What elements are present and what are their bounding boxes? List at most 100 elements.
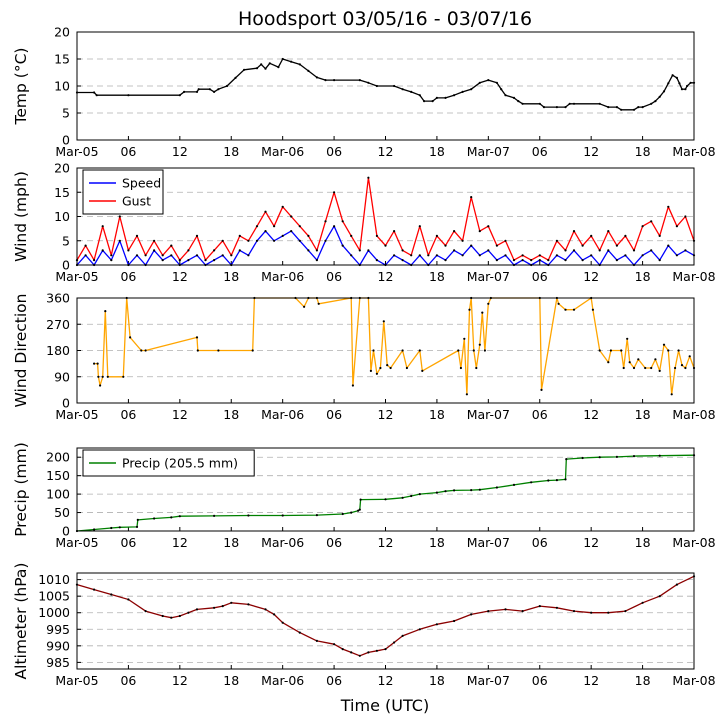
x-tick-label: 12 — [172, 407, 188, 422]
data-point — [110, 593, 113, 596]
legend: Speed Gust — [82, 169, 164, 215]
data-point — [393, 254, 396, 257]
data-point — [178, 515, 181, 518]
data-point — [393, 230, 396, 233]
data-point — [555, 254, 559, 257]
x-tick-label: Mar-06 — [261, 535, 304, 550]
data-point — [667, 82, 670, 85]
data-point — [598, 249, 601, 252]
y-axis-title: Wind (mph) — [12, 171, 30, 262]
data-point — [341, 512, 344, 516]
x-tick-label: 06 — [532, 144, 548, 159]
data-point — [93, 588, 96, 591]
data-point — [487, 225, 490, 228]
x-tick-label: 18 — [223, 269, 239, 284]
data-point — [555, 239, 559, 242]
x-tick-label: 12 — [172, 144, 188, 159]
y-tick-label: 180 — [46, 343, 70, 358]
data-point — [268, 62, 271, 65]
data-point — [382, 320, 385, 323]
data-point — [654, 358, 657, 361]
data-point — [626, 337, 629, 340]
data-point — [196, 349, 199, 352]
data-point — [465, 393, 468, 396]
data-point — [384, 648, 387, 651]
data-point — [401, 249, 404, 252]
data-point — [487, 249, 490, 252]
axes-frame — [76, 447, 695, 532]
x-tick-label: 18 — [223, 673, 239, 688]
data-point — [615, 455, 619, 458]
x-tick-label: 06 — [120, 407, 136, 422]
data-point — [598, 349, 601, 352]
data-point — [358, 508, 361, 511]
y-tick-label: 100 — [46, 487, 70, 502]
data-point — [495, 244, 498, 247]
x-tick-label: 12 — [583, 535, 599, 550]
data-point — [170, 616, 173, 619]
data-point — [359, 498, 362, 501]
data-point — [93, 259, 96, 262]
data-point — [357, 509, 360, 512]
data-point — [435, 623, 438, 626]
data-point — [281, 514, 284, 517]
data-point — [591, 308, 595, 311]
data-point — [273, 613, 276, 616]
x-tick-label: 12 — [583, 407, 599, 422]
data-point — [678, 82, 681, 85]
x-tick-label: Mar-06 — [261, 407, 304, 422]
data-point — [470, 88, 473, 91]
panel-wind: 0 5 10 15 20 Mar-05 06 12 18 Mar-06 06 12 18 Mar-07 06… — [12, 161, 716, 285]
x-tick-label: Mar-06 — [261, 673, 304, 688]
data-point — [632, 249, 636, 252]
data-point — [615, 106, 619, 109]
data-point — [538, 102, 541, 105]
data-point — [607, 106, 610, 109]
x-tick-label: 18 — [635, 407, 651, 422]
data-point — [195, 336, 199, 339]
data-point — [472, 349, 475, 352]
data-point — [298, 225, 301, 228]
data-point — [565, 458, 568, 461]
data-point — [264, 230, 267, 233]
data-point — [478, 230, 481, 233]
data-point — [637, 358, 640, 361]
panel-temp: 0 5 10 15 20 Mar-05 06 12 18 Mar-06 06 12 18 Mar-07 06… — [12, 25, 716, 160]
data-point — [129, 336, 132, 339]
data-point — [118, 239, 121, 242]
legend-label: Gust — [122, 194, 151, 209]
data-point — [315, 76, 318, 79]
data-point — [153, 239, 156, 242]
data-point — [393, 84, 396, 88]
data-point — [521, 254, 524, 257]
data-point — [468, 308, 471, 311]
data-point — [500, 88, 503, 91]
data-point — [418, 94, 421, 97]
data-point — [564, 106, 567, 109]
data-point — [453, 94, 456, 97]
data-point — [99, 384, 102, 387]
data-point — [607, 361, 610, 364]
data-point — [217, 349, 220, 352]
data-point — [453, 489, 456, 492]
data-point — [110, 526, 113, 530]
x-tick-label: Mar-08 — [672, 269, 715, 284]
data-point — [170, 244, 173, 247]
x-tick-label: Mar-08 — [672, 407, 715, 422]
x-tick-label: 06 — [532, 535, 548, 550]
y-tick-label: 15 — [54, 185, 70, 200]
data-point — [453, 230, 456, 233]
data-point — [221, 605, 224, 608]
data-point — [298, 239, 301, 242]
data-point — [478, 488, 481, 491]
data-point — [221, 254, 224, 257]
data-point — [607, 230, 610, 233]
data-point — [93, 362, 96, 365]
data-point — [418, 349, 421, 352]
x-tick-label: 18 — [635, 673, 651, 688]
x-tick-label: 18 — [429, 407, 445, 422]
data-point — [675, 583, 679, 586]
data-point — [564, 249, 567, 252]
y-tick-label: 20 — [54, 25, 70, 40]
x-tick-label: 18 — [429, 673, 445, 688]
